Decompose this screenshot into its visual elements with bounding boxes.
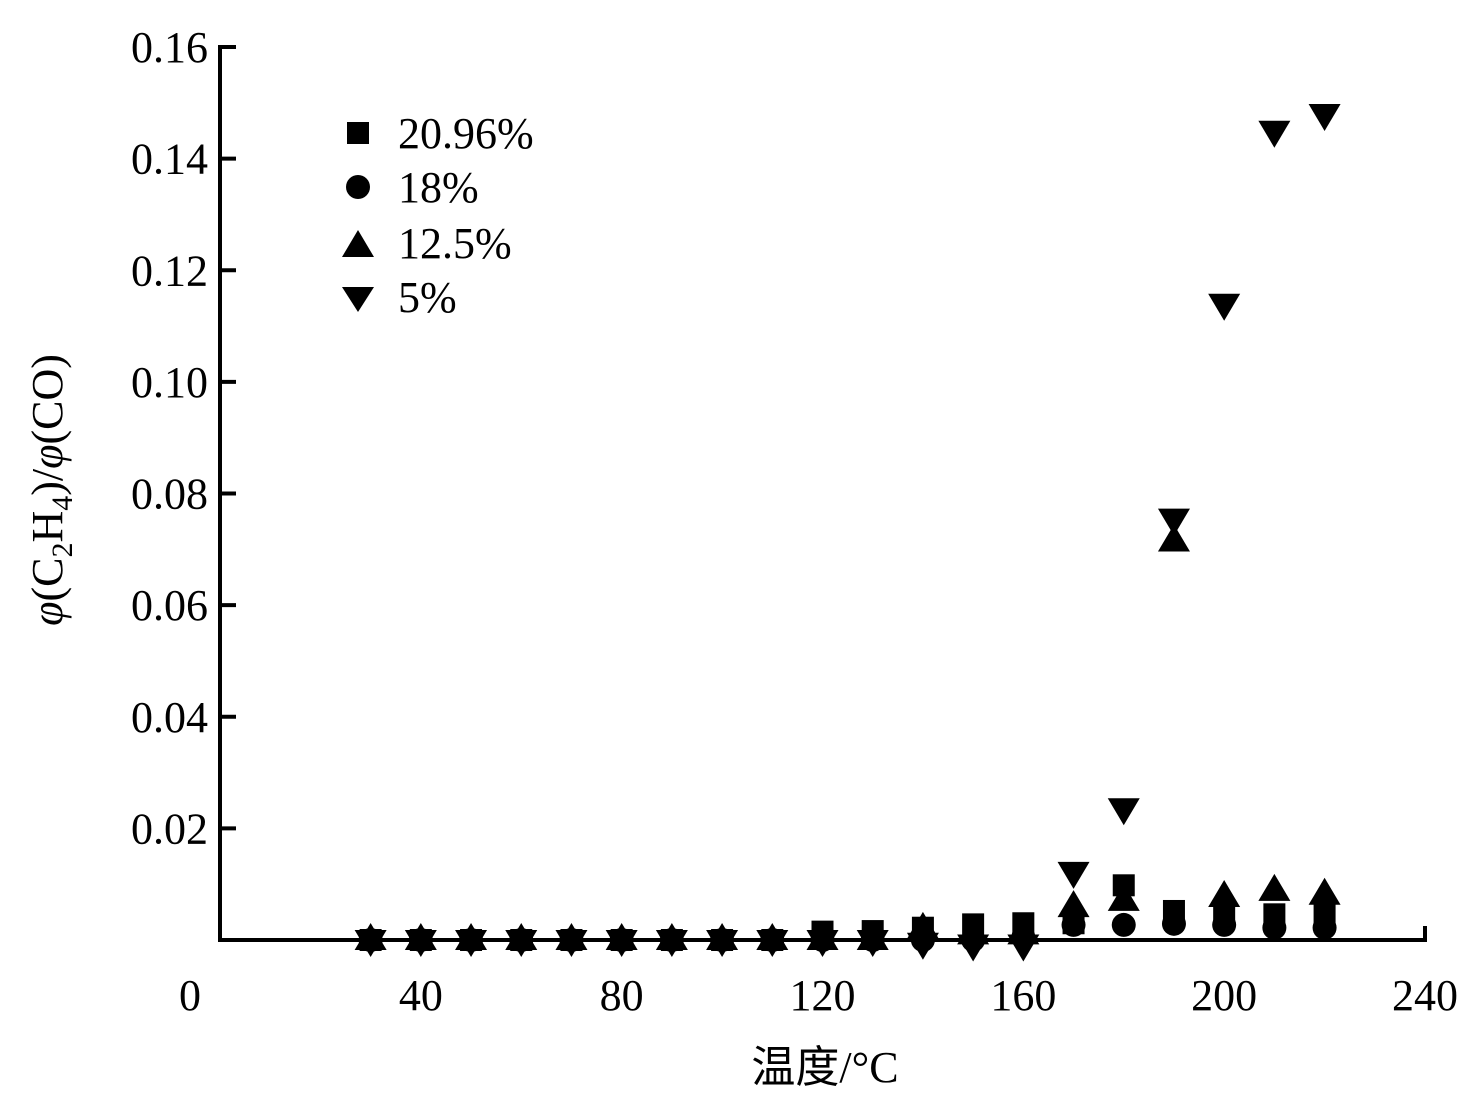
square-marker-icon <box>347 122 369 144</box>
triangle-down-marker <box>354 930 387 957</box>
triangle-down-marker <box>806 930 839 957</box>
triangle-down-marker <box>1258 120 1291 148</box>
circle-marker <box>1262 915 1287 940</box>
circle-marker <box>1061 912 1086 937</box>
triangle-down-marker <box>1007 934 1040 962</box>
triangle-down-marker <box>1107 798 1140 826</box>
triangle-down-marker <box>1057 861 1090 889</box>
y-title-sub: 2 <box>46 543 79 558</box>
triangle-up-marker <box>1057 890 1090 918</box>
y-axis-title: φ(C2H4)/φ(CO) <box>23 354 79 626</box>
triangle-down-marker <box>1308 103 1341 131</box>
triangle-up-marker <box>906 911 939 939</box>
triangle-down-marker-icon <box>342 287 374 312</box>
y-tick-label: 0.04 <box>131 693 208 742</box>
y-title-part: H <box>23 511 72 543</box>
x-tick-label: 200 <box>1191 971 1257 1020</box>
triangle-down-marker <box>706 930 739 957</box>
circle-marker <box>1312 915 1337 940</box>
triangle-up-marker <box>1157 524 1190 552</box>
x-tick-label: 40 <box>399 971 443 1020</box>
triangle-down-marker <box>957 934 990 962</box>
y-tick-label: 0.10 <box>131 358 208 407</box>
legend-label: 5% <box>398 273 457 322</box>
triangle-up-marker <box>1258 873 1291 901</box>
triangle-down-marker <box>655 930 688 957</box>
triangle-down-marker <box>455 930 488 957</box>
legend-item-12-5: 12.5% <box>342 219 512 268</box>
triangle-down-marker <box>505 930 538 957</box>
y-title-part: (C <box>23 558 72 602</box>
svg-text:φ(C2H4)/φ(CO): φ(C2H4)/φ(CO) <box>23 354 79 626</box>
circle-marker <box>1111 912 1136 937</box>
circle-marker <box>1161 911 1186 936</box>
triangle-up-marker <box>1208 880 1241 908</box>
data-points <box>354 103 1341 962</box>
triangle-up-marker <box>1308 877 1341 905</box>
legend-label: 12.5% <box>398 219 512 268</box>
triangle-down-marker <box>1208 293 1241 321</box>
y-title-part: )/ <box>23 468 72 496</box>
x-tick-label: 120 <box>790 971 856 1020</box>
x-axis-title: 温度/°C <box>751 1043 898 1092</box>
triangle-down-marker <box>756 930 789 957</box>
y-title-sub: 4 <box>46 496 79 511</box>
triangle-down-marker <box>856 930 889 957</box>
y-axis-ticks: 0.02 0.04 0.06 0.08 0.10 0.12 0.14 0.16 <box>131 23 236 853</box>
triangle-down-marker <box>555 930 588 957</box>
y-title-part: (CO) <box>23 354 72 444</box>
legend-item-18: 18% <box>346 163 479 212</box>
legend: 20.96% 18% 12.5% 5% <box>342 109 534 322</box>
y-tick-label: 0.16 <box>131 23 208 72</box>
y-tick-label: 0.14 <box>131 135 208 184</box>
x-tick-label: 80 <box>600 971 644 1020</box>
y-title-phi2: φ <box>23 445 72 469</box>
legend-item-5: 5% <box>342 273 457 322</box>
legend-label: 20.96% <box>398 109 534 158</box>
x-tick-label: 240 <box>1392 971 1458 1020</box>
triangle-down-marker <box>906 932 939 960</box>
triangle-up-marker <box>1107 883 1140 911</box>
x-tick-label: 160 <box>990 971 1056 1020</box>
y-tick-label: 0.06 <box>131 581 208 630</box>
y-title-phi1: φ <box>23 602 72 626</box>
triangle-down-marker <box>1157 508 1190 536</box>
x-tick-label: 0 <box>179 971 201 1020</box>
legend-label: 18% <box>398 163 479 212</box>
legend-item-20-96: 20.96% <box>347 109 534 158</box>
x-axis-ticks: 0 40 80 120 160 200 240 <box>179 971 1458 1020</box>
triangle-down-marker <box>605 930 638 957</box>
y-tick-label: 0.12 <box>131 246 208 295</box>
triangle-up-marker-icon <box>342 230 374 257</box>
y-tick-label: 0.02 <box>131 804 208 853</box>
circle-marker <box>1212 912 1237 937</box>
triangle-down-marker <box>404 930 437 957</box>
y-tick-label: 0.08 <box>131 470 208 519</box>
circle-marker-icon <box>346 175 370 199</box>
